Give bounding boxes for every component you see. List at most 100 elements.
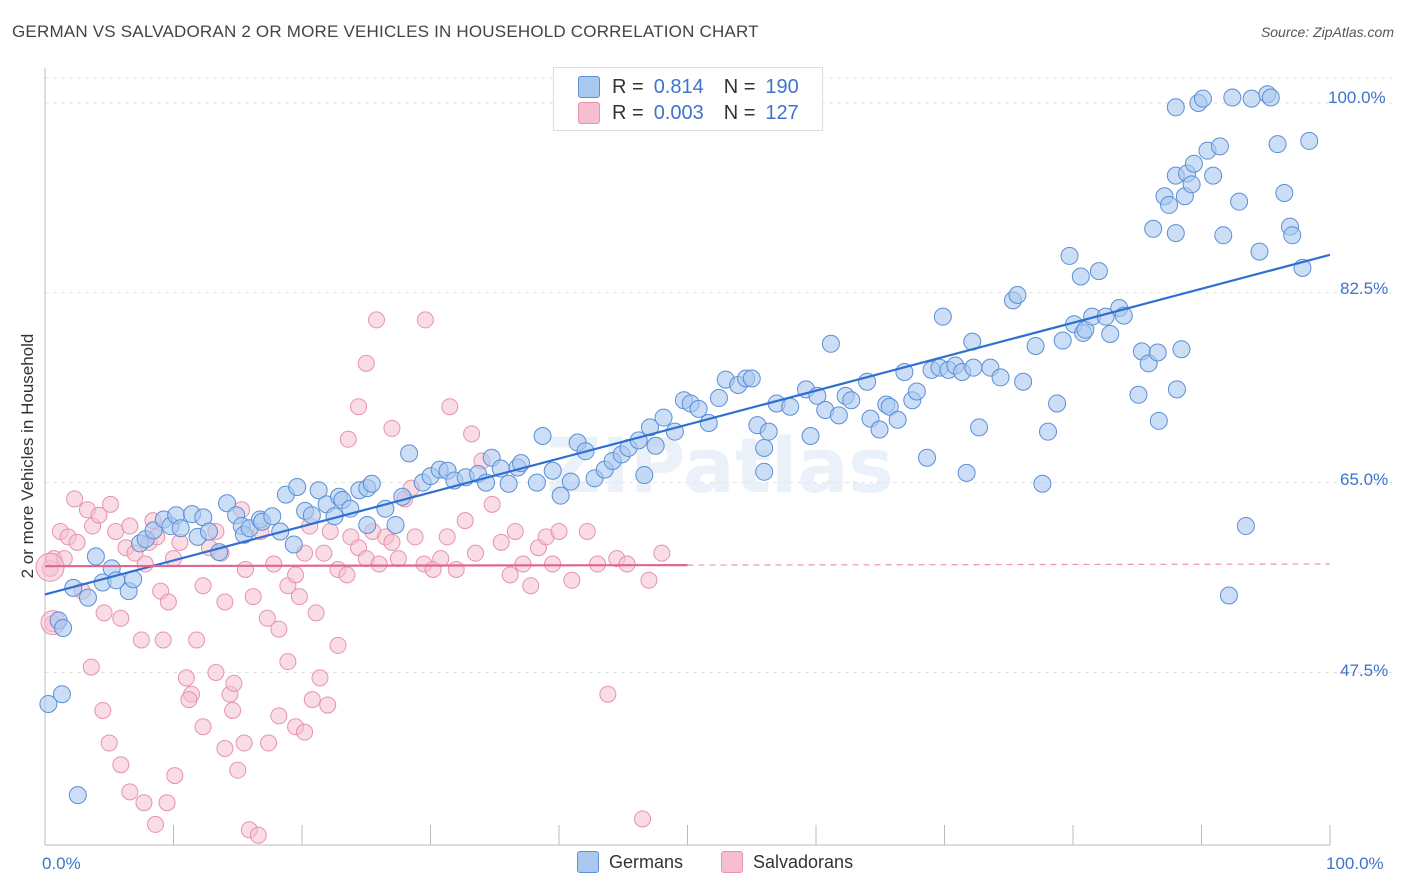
y-tick-label: 100.0% <box>1328 88 1386 107</box>
salvadoran-point <box>94 701 112 719</box>
legend-item-salvadorans[interactable]: Salvadorans <box>721 851 853 873</box>
salvadoran-point <box>383 419 401 437</box>
salvadoran-point <box>653 544 671 562</box>
german-point <box>646 436 665 455</box>
y-tick-label: 82.5% <box>1340 279 1389 298</box>
german-point <box>551 486 570 505</box>
salvadoran-point <box>194 577 212 595</box>
german-point <box>888 410 907 429</box>
salvadoran-point <box>135 794 153 812</box>
german-point <box>1230 192 1249 211</box>
german-point <box>709 389 728 408</box>
german-point <box>1172 340 1191 359</box>
german-point <box>1014 372 1033 391</box>
legend-item-germans[interactable]: Germans <box>577 851 683 873</box>
salvadoran-point <box>95 604 113 622</box>
salvadoran-point <box>311 669 329 687</box>
legend-label-salvadorans: Salvadorans <box>753 851 854 872</box>
n-label: N = <box>723 101 756 124</box>
german-point <box>1275 183 1294 202</box>
salvadoran-point <box>350 398 368 416</box>
german-point <box>52 685 71 704</box>
salvadoran-point <box>329 636 347 654</box>
salvadoran-point <box>432 550 450 568</box>
german-point <box>1214 226 1233 245</box>
salvadoran-point <box>563 571 581 589</box>
salvadoran-point <box>634 810 652 828</box>
salvadoran-point <box>207 664 225 682</box>
german-point <box>400 444 419 463</box>
german-swatch <box>577 851 599 873</box>
salvadoran-point <box>506 522 524 540</box>
german-point <box>561 472 580 491</box>
german-point <box>1144 219 1163 238</box>
salvadoran-trend-line <box>44 564 688 568</box>
salvadoran-point <box>383 533 401 551</box>
salvadoran-point <box>589 555 607 573</box>
axes <box>44 68 1331 846</box>
legend-label-germans: Germans <box>609 851 684 872</box>
german-point <box>1101 325 1120 344</box>
salvadoran-point <box>307 604 325 622</box>
german-point <box>742 369 761 388</box>
german-trend-line <box>44 253 1331 596</box>
german-point <box>1223 88 1242 107</box>
salvadoran-point <box>265 555 283 573</box>
salvadoran-point <box>100 734 118 752</box>
german-point <box>1129 385 1148 404</box>
german-point <box>1300 131 1319 150</box>
german-point <box>1193 89 1212 108</box>
legend-row-germans: R = 0.814 N = 190 <box>578 74 799 100</box>
salvadoran-point <box>249 826 267 844</box>
salvadoran-point <box>147 815 165 833</box>
german-point <box>1210 137 1229 156</box>
german-point <box>1242 89 1261 108</box>
salvadoran-point <box>225 674 243 692</box>
german-point <box>1250 242 1269 261</box>
salvadoran-n-value: 127 <box>765 101 799 124</box>
salvadoran-point <box>236 560 254 578</box>
salvadoran-point <box>290 588 308 606</box>
german-point <box>78 588 97 607</box>
y-tick-label: 47.5% <box>1340 661 1389 680</box>
german-point <box>1148 343 1167 362</box>
german-point <box>1184 154 1203 173</box>
german-point <box>302 506 321 525</box>
salvadoran-point <box>522 577 540 595</box>
salvadoran-point <box>66 490 84 508</box>
german-point <box>1261 88 1280 107</box>
german-point <box>640 418 659 437</box>
german-point <box>199 522 218 541</box>
german-point <box>263 507 282 526</box>
salvadoran-point <box>544 555 562 573</box>
german-point <box>1166 224 1185 243</box>
x-tick-label: 0.0% <box>42 854 81 873</box>
german-point <box>1149 411 1168 430</box>
salvadoran-r-value: 0.003 <box>653 101 704 124</box>
german-r-value: 0.814 <box>653 75 704 98</box>
german-point <box>1026 336 1045 355</box>
german-point <box>933 307 952 326</box>
german-point <box>801 427 820 446</box>
salvadoran-point <box>159 593 177 611</box>
german-point <box>1182 175 1201 194</box>
r-label: R = <box>612 75 644 98</box>
salvadoran-point <box>618 555 636 573</box>
source-label: Source: ZipAtlas.com <box>1260 24 1394 40</box>
salvadoran-points <box>35 311 671 844</box>
german-point <box>68 786 87 805</box>
german-point <box>1048 394 1067 413</box>
salvadoran-point <box>258 609 276 627</box>
salvadoran-point <box>640 571 658 589</box>
german-point <box>386 515 405 534</box>
german-point <box>755 462 774 481</box>
salvadoran-point <box>270 620 288 638</box>
german-point <box>54 619 73 638</box>
salvadoran-point <box>177 669 195 687</box>
german-point <box>880 397 899 416</box>
german-point <box>781 397 800 416</box>
salvadoran-point <box>438 528 456 546</box>
salvadoran-point <box>68 533 86 551</box>
salvadoran-point <box>82 658 100 676</box>
german-point <box>654 408 673 427</box>
